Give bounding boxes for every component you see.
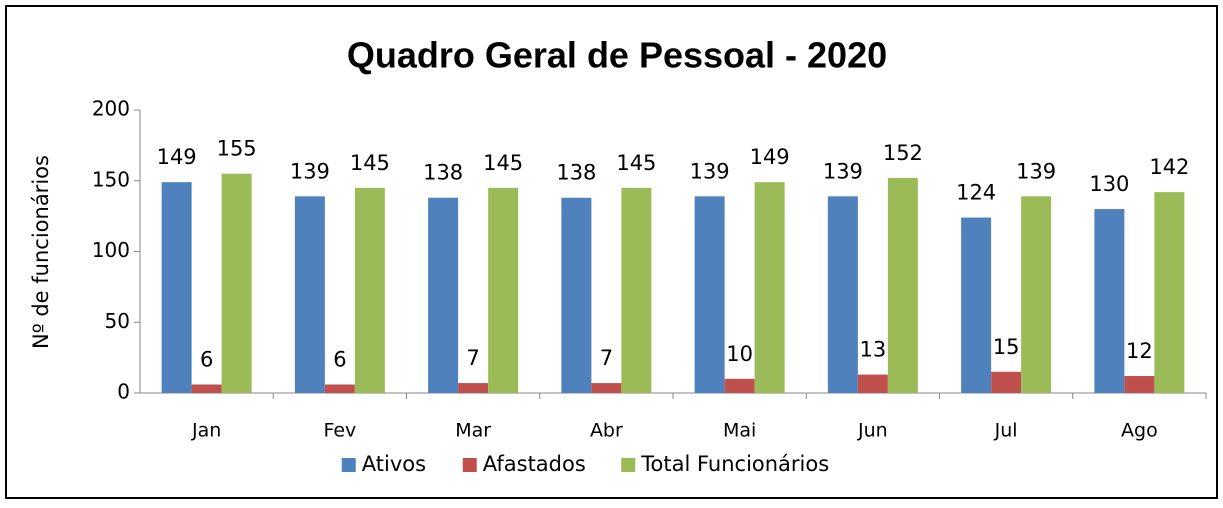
data-label: 15 [993, 335, 1020, 359]
data-label: 124 [956, 181, 996, 205]
bar [488, 187, 519, 393]
data-label: 7 [466, 346, 479, 370]
bar [221, 173, 252, 393]
bar [961, 217, 992, 393]
x-tick-label: Mai [723, 420, 756, 442]
bar [294, 196, 325, 393]
data-label: 6 [200, 348, 213, 372]
legend-label: Afastados [483, 452, 586, 476]
data-label: 145 [350, 151, 390, 175]
bar [724, 378, 755, 393]
y-tick-label: 50 [105, 309, 130, 333]
data-label: 138 [423, 161, 463, 185]
y-axis-label: Nº de funcionários [29, 155, 53, 349]
y-tick-label: 200 [92, 97, 130, 121]
chart-title: Quadro Geral de Pessoal - 2020 [347, 35, 887, 76]
data-label: 149 [750, 145, 790, 169]
x-tick-label: Jun [857, 420, 888, 442]
bar [591, 383, 622, 393]
bar [1154, 192, 1185, 393]
legend-swatch [462, 458, 477, 472]
x-tick-label: Mar [455, 420, 491, 442]
x-tick-label: Fev [323, 420, 356, 442]
data-label: 130 [1089, 172, 1129, 196]
data-label: 7 [600, 346, 613, 370]
bar [1094, 209, 1125, 393]
data-label: 139 [823, 159, 863, 183]
bar [561, 197, 592, 393]
data-label: 145 [483, 151, 523, 175]
legend-label: Ativos [362, 452, 426, 476]
bar [1021, 196, 1052, 393]
data-label: 155 [217, 137, 257, 161]
bar [991, 371, 1022, 393]
data-label: 6 [333, 348, 346, 372]
data-label: 138 [556, 161, 596, 185]
bar [694, 196, 725, 393]
data-label: 149 [157, 145, 197, 169]
legend-label: Total Funcionários [640, 452, 829, 476]
bar [1124, 376, 1155, 393]
data-label: 10 [726, 342, 753, 366]
chart-border [5, 5, 1218, 499]
legend-swatch [341, 458, 356, 472]
bar [354, 187, 385, 393]
x-tick-label: Abr [590, 420, 623, 442]
bar [458, 383, 489, 393]
bar [428, 197, 459, 393]
bar [754, 182, 785, 393]
y-tick-label: 100 [92, 238, 130, 262]
data-label: 142 [1149, 155, 1189, 179]
x-tick-label: Jan [191, 420, 221, 442]
y-tick-label: 0 [117, 380, 130, 404]
x-tick-label: Ago [1121, 420, 1158, 442]
data-label: 139 [1016, 159, 1056, 183]
bar [324, 384, 355, 393]
data-label: 139 [690, 159, 730, 183]
bar [827, 196, 858, 393]
bar [191, 384, 222, 393]
bar [621, 187, 652, 393]
bar [857, 374, 888, 393]
legend-swatch [621, 458, 636, 472]
data-label: 12 [1126, 339, 1153, 363]
y-tick-label: 150 [92, 167, 130, 191]
data-label: 13 [860, 338, 887, 362]
bar [161, 182, 192, 393]
data-label: 139 [290, 159, 330, 183]
data-label: 145 [616, 151, 656, 175]
data-label: 152 [883, 141, 923, 165]
x-tick-label: Jul [994, 420, 1018, 442]
bar [887, 177, 918, 393]
